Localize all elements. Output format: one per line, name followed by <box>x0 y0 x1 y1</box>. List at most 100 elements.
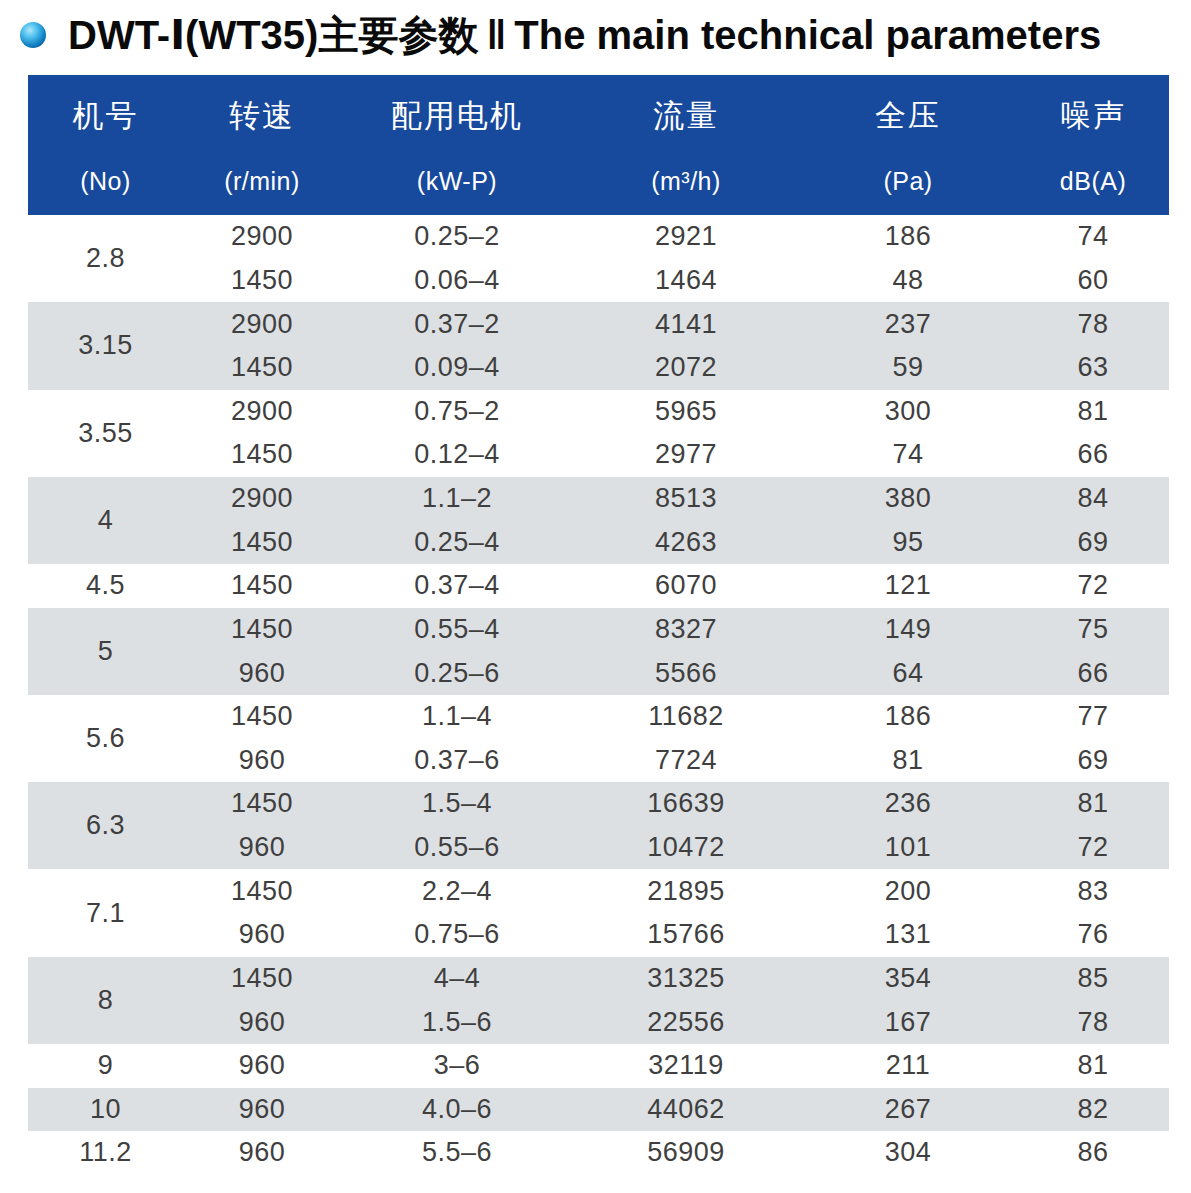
cell-rpm: 960 <box>183 826 341 870</box>
cell-rpm: 1450 <box>183 346 341 390</box>
column-header-pressure-zh: 全压 <box>875 95 941 137</box>
cell-flow: 21895 <box>573 869 799 913</box>
cell-noise: 66 <box>1017 651 1169 695</box>
cell-motor: 0.06–4 <box>341 259 573 303</box>
cell-motor: 0.12–4 <box>341 433 573 477</box>
table-row: 5.614501.1–41168218677 <box>28 695 1169 739</box>
cell-motor: 1.5–4 <box>341 782 573 826</box>
table-row: 814504–43132535485 <box>28 957 1169 1001</box>
cell-motor: 0.25–2 <box>341 215 573 259</box>
cell-rpm: 1450 <box>183 259 341 303</box>
table-row: 9600.55–61047210172 <box>28 826 1169 870</box>
cell-rpm: 1450 <box>183 782 341 826</box>
table-row: 7.114502.2–42189520083 <box>28 869 1169 913</box>
cell-rpm: 960 <box>183 651 341 695</box>
table-row: 9601.5–62255616778 <box>28 1000 1169 1044</box>
table-row: 99603–63211921181 <box>28 1044 1169 1088</box>
cell-motor: 0.25–4 <box>341 520 573 564</box>
cell-rpm: 1450 <box>183 433 341 477</box>
table-row: 14500.25–442639569 <box>28 520 1169 564</box>
cell-motor: 0.37–2 <box>341 302 573 346</box>
table-row: 109604.0–64406226782 <box>28 1088 1169 1132</box>
cell-noise: 75 <box>1017 608 1169 652</box>
cell-model-no: 9 <box>28 1044 183 1088</box>
column-header-pressure: 全压 (Pa) <box>799 75 1017 215</box>
cell-pressure: 101 <box>799 826 1017 870</box>
cell-rpm: 960 <box>183 913 341 957</box>
cell-flow: 2921 <box>573 215 799 259</box>
cell-flow: 56909 <box>573 1131 799 1175</box>
cell-noise: 72 <box>1017 564 1169 608</box>
cell-pressure: 236 <box>799 782 1017 826</box>
cell-model-no: 5.6 <box>28 695 183 782</box>
column-header-motor-en: (kW-P) <box>417 167 497 196</box>
cell-rpm: 2900 <box>183 302 341 346</box>
cell-model-no: 10 <box>28 1088 183 1132</box>
cell-motor: 0.55–6 <box>341 826 573 870</box>
cell-noise: 78 <box>1017 1000 1169 1044</box>
cell-model-no: 4 <box>28 477 183 564</box>
cell-noise: 81 <box>1017 390 1169 434</box>
table-row: 9600.37–677248169 <box>28 739 1169 783</box>
cell-model-no: 3.55 <box>28 390 183 477</box>
cell-noise: 86 <box>1017 1131 1169 1175</box>
cell-rpm: 2900 <box>183 215 341 259</box>
cell-flow: 2072 <box>573 346 799 390</box>
table-row: 14500.06–414644860 <box>28 259 1169 303</box>
title-separator: ‖ <box>486 13 506 57</box>
cell-rpm: 1450 <box>183 869 341 913</box>
title-row: DWT-Ⅰ(WT35)主要参数‖The main technical param… <box>20 10 1191 60</box>
column-header-no: 机号(No) <box>28 75 183 215</box>
table-row: 2.829000.25–2292118674 <box>28 215 1169 259</box>
cell-model-no: 8 <box>28 957 183 1044</box>
cell-rpm: 2900 <box>183 477 341 521</box>
cell-motor: 3–6 <box>341 1044 573 1088</box>
cell-noise: 81 <box>1017 782 1169 826</box>
cell-flow: 32119 <box>573 1044 799 1088</box>
cell-pressure: 74 <box>799 433 1017 477</box>
table-row: 514500.55–4832714975 <box>28 608 1169 652</box>
title-product: DWT-Ⅰ(WT35)主要参数 <box>68 13 478 57</box>
cell-pressure: 354 <box>799 957 1017 1001</box>
cell-pressure: 149 <box>799 608 1017 652</box>
cell-rpm: 1450 <box>183 520 341 564</box>
cell-flow: 22556 <box>573 1000 799 1044</box>
cell-rpm: 1450 <box>183 695 341 739</box>
cell-pressure: 186 <box>799 695 1017 739</box>
cell-pressure: 380 <box>799 477 1017 521</box>
cell-flow: 7724 <box>573 739 799 783</box>
cell-model-no: 7.1 <box>28 869 183 956</box>
cell-flow: 16639 <box>573 782 799 826</box>
cell-noise: 74 <box>1017 215 1169 259</box>
cell-pressure: 131 <box>799 913 1017 957</box>
cell-noise: 83 <box>1017 869 1169 913</box>
cell-rpm: 960 <box>183 1000 341 1044</box>
cell-flow: 15766 <box>573 913 799 957</box>
cell-motor: 0.37–4 <box>341 564 573 608</box>
cell-model-no: 3.15 <box>28 302 183 389</box>
table-row: 3.5529000.75–2596530081 <box>28 390 1169 434</box>
cell-motor: 0.37–6 <box>341 739 573 783</box>
column-header-pressure-en: (Pa) <box>883 167 932 196</box>
column-header-motor-zh: 配用电机 <box>391 95 523 137</box>
cell-motor: 0.25–6 <box>341 651 573 695</box>
column-header-flow-zh: 流量 <box>653 95 719 137</box>
table-header: 机号(No) 转速(r/min) 配用电机(kW-P) 流量(m³/h) 全压(… <box>28 75 1169 215</box>
cell-model-no: 5 <box>28 608 183 695</box>
page-title: DWT-Ⅰ(WT35)主要参数‖The main technical param… <box>68 10 1101 60</box>
cell-motor: 5.5–6 <box>341 1131 573 1175</box>
cell-flow: 4141 <box>573 302 799 346</box>
table-row: 9600.75–61576613176 <box>28 913 1169 957</box>
table-row: 14500.12–429777466 <box>28 433 1169 477</box>
cell-rpm: 960 <box>183 1088 341 1132</box>
cell-rpm: 1450 <box>183 564 341 608</box>
cell-pressure: 167 <box>799 1000 1017 1044</box>
cell-flow: 2977 <box>573 433 799 477</box>
cell-motor: 1.1–2 <box>341 477 573 521</box>
cell-pressure: 211 <box>799 1044 1017 1088</box>
cell-pressure: 81 <box>799 739 1017 783</box>
cell-noise: 72 <box>1017 826 1169 870</box>
cell-motor: 0.75–2 <box>341 390 573 434</box>
cell-pressure: 186 <box>799 215 1017 259</box>
cell-noise: 82 <box>1017 1088 1169 1132</box>
